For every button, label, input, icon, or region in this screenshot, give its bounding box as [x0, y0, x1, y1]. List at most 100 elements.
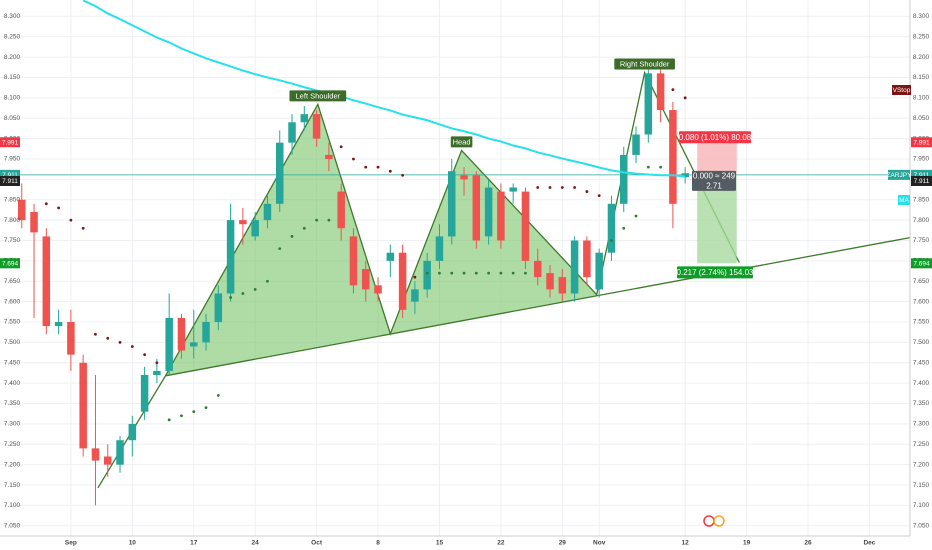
pattern-label: Right Shoulder: [620, 60, 670, 69]
vstop-dot: [192, 410, 196, 414]
price-badge: [0, 169, 20, 180]
pattern-label-box: [450, 136, 473, 148]
candle-body: [79, 362, 87, 449]
candle-body: [447, 171, 456, 237]
vstop-dot: [511, 271, 515, 275]
vstop-dot: [597, 194, 601, 198]
y-tick-label: 8.150: [4, 74, 21, 81]
vstop-dot: [646, 165, 650, 169]
candle-body: [386, 252, 395, 261]
y-tick-label: 7.050: [913, 523, 930, 530]
candle-body: [472, 175, 481, 241]
y-tick-label: 7.300: [913, 421, 930, 428]
vstop-dot: [167, 418, 171, 422]
y-tick-label: 8.200: [4, 54, 21, 61]
x-tick-label: Nov: [593, 540, 606, 547]
vstop-dot: [401, 173, 405, 177]
vstop-dot: [155, 361, 159, 365]
price-badge: [0, 175, 20, 186]
y-tick-label: 7.400: [4, 380, 21, 387]
y-tick-label: 8.150: [913, 74, 930, 81]
vstop-dot: [302, 226, 306, 230]
candle-body: [497, 191, 505, 241]
x-tick-label: 17: [190, 540, 198, 547]
y-tick-label: 7.100: [913, 502, 930, 509]
target-label: 0.217 (2.74%) 154.03: [677, 268, 754, 277]
candle-body: [128, 423, 137, 441]
vstop-dot: [143, 353, 147, 357]
candle-body: [103, 456, 112, 465]
candle-body: [300, 114, 309, 123]
price-badge-label: 7.911: [914, 172, 930, 179]
candle-body: [644, 73, 653, 135]
y-tick-label: 7.100: [4, 502, 21, 509]
candle-body: [67, 322, 75, 355]
y-tick-label: 8.300: [913, 13, 930, 20]
neckline: [165, 236, 911, 377]
candle-body: [214, 293, 223, 323]
candle-body: [484, 187, 493, 237]
stop-label-box: [679, 131, 751, 144]
vstop-dot: [315, 218, 319, 222]
y-tick-label: 8.250: [913, 33, 930, 40]
candle-body: [349, 236, 358, 286]
y-tick-label: 7.950: [4, 156, 21, 163]
price-badge: [911, 137, 932, 148]
y-tick-label: 7.050: [4, 523, 21, 530]
y-tick-label: 7.750: [913, 237, 930, 244]
candle-body: [189, 342, 198, 347]
candle-body: [226, 220, 235, 294]
y-tick-label: 8.250: [4, 33, 21, 40]
candle-body: [509, 187, 517, 192]
icon[interactable]: [713, 515, 725, 527]
vstop-dot: [573, 186, 577, 189]
vstop-dot: [130, 345, 134, 348]
y-tick-label: 7.600: [913, 298, 930, 305]
candle-body: [30, 211, 38, 233]
candle-body: [656, 73, 665, 111]
pattern-label: Left Shoulder: [296, 91, 341, 100]
vstop-dot: [671, 88, 675, 92]
y-tick-label: 7.650: [4, 278, 21, 285]
stop-label: 0.080 (1.01%) 80.08: [679, 133, 752, 142]
vstop-dot: [548, 186, 552, 189]
vstop-dot: [450, 271, 454, 275]
pattern-label: Head: [453, 137, 471, 146]
vstop-dot: [462, 271, 466, 275]
name-badge: [892, 85, 911, 95]
candle-body: [116, 440, 124, 465]
vstop-dot: [229, 296, 233, 299]
x-tick-label: 10: [129, 540, 137, 547]
name-badge: [888, 169, 910, 180]
candle-body: [17, 199, 26, 221]
candle-body: [521, 191, 530, 261]
y-tick-label: 7.250: [913, 441, 930, 448]
candle-body: [325, 154, 333, 159]
candle-body: [681, 173, 689, 178]
vstop-dot: [81, 226, 85, 230]
y-tick-label: 7.950: [913, 156, 930, 163]
center-label: 2.71: [706, 181, 722, 190]
candle-body: [583, 240, 591, 278]
vstop-dot: [474, 271, 478, 275]
vstop-dot: [585, 190, 589, 193]
y-tick-label: 8.050: [4, 115, 21, 122]
x-tick-label: 12: [682, 540, 690, 547]
candle-body: [460, 175, 468, 180]
name-badge: [898, 195, 910, 205]
vstop-dot: [634, 214, 638, 218]
vstop-dot: [118, 340, 122, 344]
candle-body: [275, 142, 284, 204]
y-tick-label: 7.800: [913, 217, 930, 224]
vstop-dot: [659, 165, 663, 169]
candle-body: [398, 252, 407, 310]
candle-body: [153, 370, 161, 375]
x-tick-label: 8: [376, 540, 380, 547]
y-tick-label: 7.400: [913, 380, 930, 387]
y-tick-label: 7.650: [913, 278, 930, 285]
vstop-dot: [438, 271, 441, 275]
candle-body: [361, 269, 370, 290]
vstop-dot: [622, 226, 626, 230]
candle-body: [312, 114, 321, 139]
y-tick-label: 7.850: [4, 196, 21, 203]
